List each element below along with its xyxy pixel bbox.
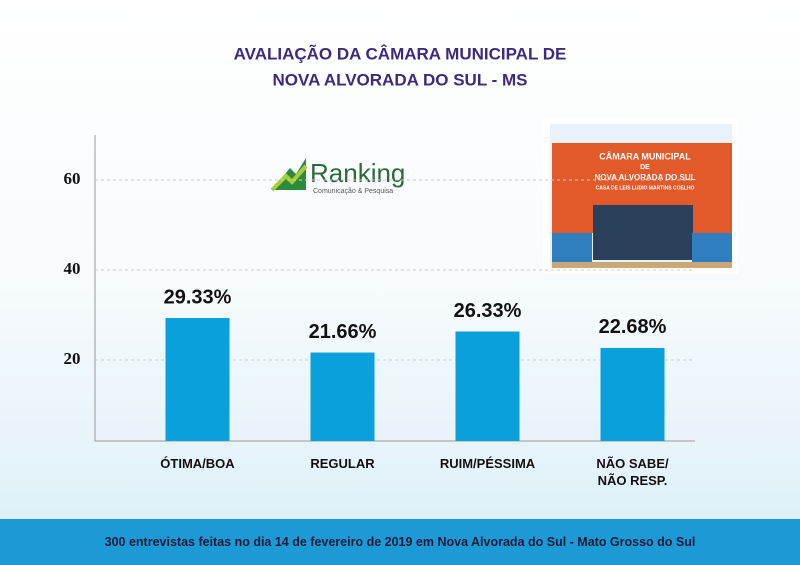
photo-sign-text: CÂMARA MUNICIPAL [599, 150, 691, 161]
x-tick-label: ÓTIMA/BOA [160, 456, 235, 471]
logo: Ranking Comunicação & Pesquisa [270, 158, 405, 195]
logo-swoosh [270, 164, 308, 192]
photo-sign-text: NOVA ALVORADA DO SUL [594, 173, 695, 182]
x-tick-label: RUIM/PÉSSIMA [439, 456, 536, 471]
bar [600, 347, 665, 441]
photo-sign-text: CASA DE LEIS LUDIO MARTINS COELHO [596, 185, 695, 191]
x-tick-label: NÃO SABE/ NÃO RESP. [596, 456, 669, 488]
value-label: 29.33% [164, 286, 232, 308]
footer-band: 300 entrevistas feitas no dia 14 de feve… [0, 519, 800, 565]
photo-wall [692, 233, 732, 263]
bar [165, 318, 230, 441]
bar [455, 331, 520, 441]
chart-title: AVALIAÇÃO DA CÂMARA MUNICIPAL DE [234, 43, 567, 63]
photo-ground [552, 262, 732, 268]
photo-sign-text: DE [640, 164, 650, 171]
bar [310, 352, 375, 441]
value-label: 21.66% [309, 321, 377, 343]
photo: CÂMARA MUNICIPAL DE NOVA ALVORADA DO SUL CA… [543, 118, 738, 274]
photo-door [593, 205, 693, 260]
chart-subtitle: NOVA ALVORADA DO SUL - MS [273, 70, 528, 89]
logo-tagline: Comunicação & Pesquisa [313, 188, 393, 195]
x-tick-label: REGULAR [310, 456, 375, 471]
logo-name: Ranking [310, 158, 405, 188]
y-tick-label: 20 [64, 349, 81, 368]
y-tick-label: 40 [64, 259, 81, 278]
y-tick-label: 60 [64, 169, 81, 188]
value-label: 26.33% [454, 300, 522, 322]
footer-text: 300 entrevistas feitas no dia 14 de feve… [104, 535, 696, 549]
photo-wall [552, 233, 592, 263]
value-label: 22.68% [599, 316, 667, 338]
